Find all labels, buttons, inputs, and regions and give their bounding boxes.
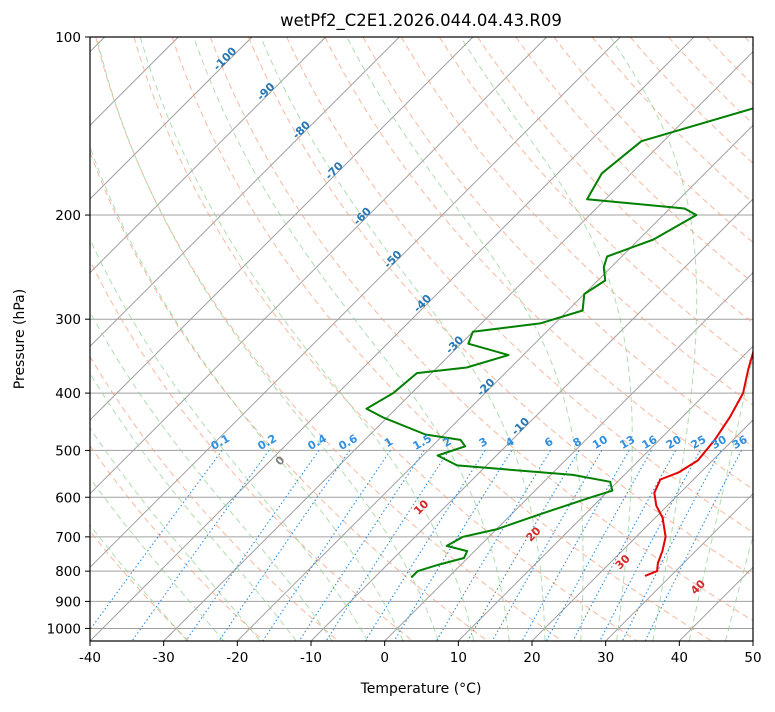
x-tick-label: 0 bbox=[380, 650, 389, 666]
y-tick-label: 200 bbox=[55, 208, 81, 224]
x-tick-label: 30 bbox=[597, 650, 614, 666]
y-tick-label: 800 bbox=[55, 564, 81, 580]
y-tick-label: 400 bbox=[55, 386, 81, 402]
x-tick-label: -20 bbox=[226, 650, 248, 666]
x-tick-label: 40 bbox=[671, 650, 688, 666]
x-tick-label: 20 bbox=[523, 650, 540, 666]
x-tick-label: -40 bbox=[79, 650, 101, 666]
x-tick-label: 50 bbox=[744, 650, 761, 666]
y-tick-label: 900 bbox=[55, 594, 81, 610]
y-tick-label: 700 bbox=[55, 530, 81, 546]
x-axis-label: Temperature (°C) bbox=[360, 681, 482, 697]
y-tick-label: 100 bbox=[55, 30, 81, 46]
x-tick-label: -30 bbox=[153, 650, 175, 666]
x-tick-label: -10 bbox=[300, 650, 322, 666]
y-tick-label: 600 bbox=[55, 490, 81, 506]
x-tick-label: 10 bbox=[450, 650, 467, 666]
y-tick-label: 300 bbox=[55, 312, 81, 328]
y-tick-label: 500 bbox=[55, 443, 81, 459]
y-tick-label: 1000 bbox=[47, 621, 81, 637]
chart-title: wetPf2_C2E1.2026.044.04.43.R09 bbox=[280, 11, 562, 31]
y-axis-label: Pressure (hPa) bbox=[12, 289, 28, 389]
